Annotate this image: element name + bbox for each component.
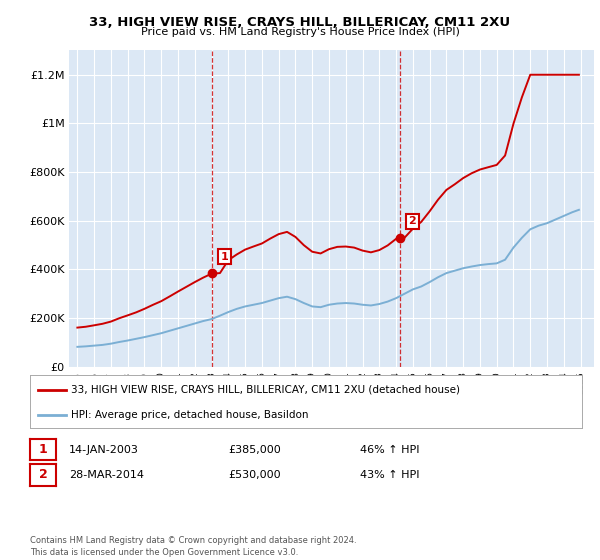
Text: 46% ↑ HPI: 46% ↑ HPI <box>360 445 419 455</box>
Text: Contains HM Land Registry data © Crown copyright and database right 2024.
This d: Contains HM Land Registry data © Crown c… <box>30 536 356 557</box>
Text: £385,000: £385,000 <box>228 445 281 455</box>
Text: 2: 2 <box>39 468 47 482</box>
Text: 1: 1 <box>221 251 229 262</box>
Text: 2: 2 <box>409 216 416 226</box>
Text: £530,000: £530,000 <box>228 470 281 480</box>
Text: HPI: Average price, detached house, Basildon: HPI: Average price, detached house, Basi… <box>71 410 309 420</box>
Text: 1: 1 <box>39 443 47 456</box>
Text: 28-MAR-2014: 28-MAR-2014 <box>69 470 144 480</box>
Text: 14-JAN-2003: 14-JAN-2003 <box>69 445 139 455</box>
Text: Price paid vs. HM Land Registry's House Price Index (HPI): Price paid vs. HM Land Registry's House … <box>140 27 460 37</box>
Text: 33, HIGH VIEW RISE, CRAYS HILL, BILLERICAY, CM11 2XU (detached house): 33, HIGH VIEW RISE, CRAYS HILL, BILLERIC… <box>71 385 460 395</box>
Text: 33, HIGH VIEW RISE, CRAYS HILL, BILLERICAY, CM11 2XU: 33, HIGH VIEW RISE, CRAYS HILL, BILLERIC… <box>89 16 511 29</box>
Text: 43% ↑ HPI: 43% ↑ HPI <box>360 470 419 480</box>
